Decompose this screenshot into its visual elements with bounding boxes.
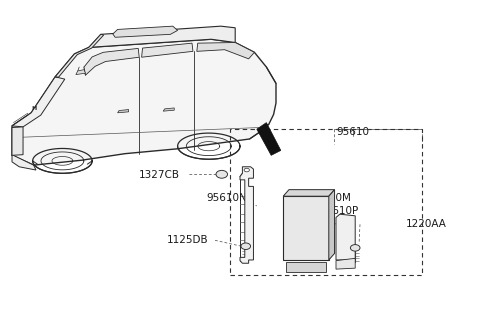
Polygon shape: [336, 214, 355, 260]
Polygon shape: [283, 196, 329, 260]
Polygon shape: [257, 123, 281, 155]
Polygon shape: [336, 258, 355, 269]
Polygon shape: [286, 262, 326, 272]
Polygon shape: [163, 108, 174, 111]
Text: 95610P: 95610P: [319, 206, 359, 216]
Polygon shape: [142, 43, 193, 57]
Text: 1327CB: 1327CB: [139, 170, 180, 180]
Polygon shape: [283, 190, 335, 196]
Polygon shape: [89, 26, 235, 47]
Polygon shape: [12, 39, 276, 165]
Polygon shape: [12, 155, 36, 170]
Polygon shape: [84, 48, 139, 75]
Polygon shape: [12, 127, 23, 155]
Circle shape: [244, 168, 250, 172]
Text: 1220AA: 1220AA: [406, 219, 446, 229]
Polygon shape: [118, 110, 129, 113]
Polygon shape: [329, 190, 335, 260]
Text: 95610M: 95610M: [310, 193, 351, 203]
Text: 1125DB: 1125DB: [167, 235, 209, 245]
Circle shape: [241, 243, 251, 250]
Polygon shape: [113, 26, 178, 37]
Polygon shape: [240, 167, 253, 263]
Circle shape: [216, 170, 228, 178]
Text: 95610: 95610: [336, 128, 369, 137]
Text: H: H: [31, 106, 36, 111]
Polygon shape: [197, 43, 254, 59]
Circle shape: [350, 245, 360, 251]
Text: 95610N: 95610N: [206, 193, 247, 203]
Polygon shape: [55, 34, 104, 77]
Polygon shape: [76, 70, 85, 75]
Polygon shape: [12, 77, 65, 127]
